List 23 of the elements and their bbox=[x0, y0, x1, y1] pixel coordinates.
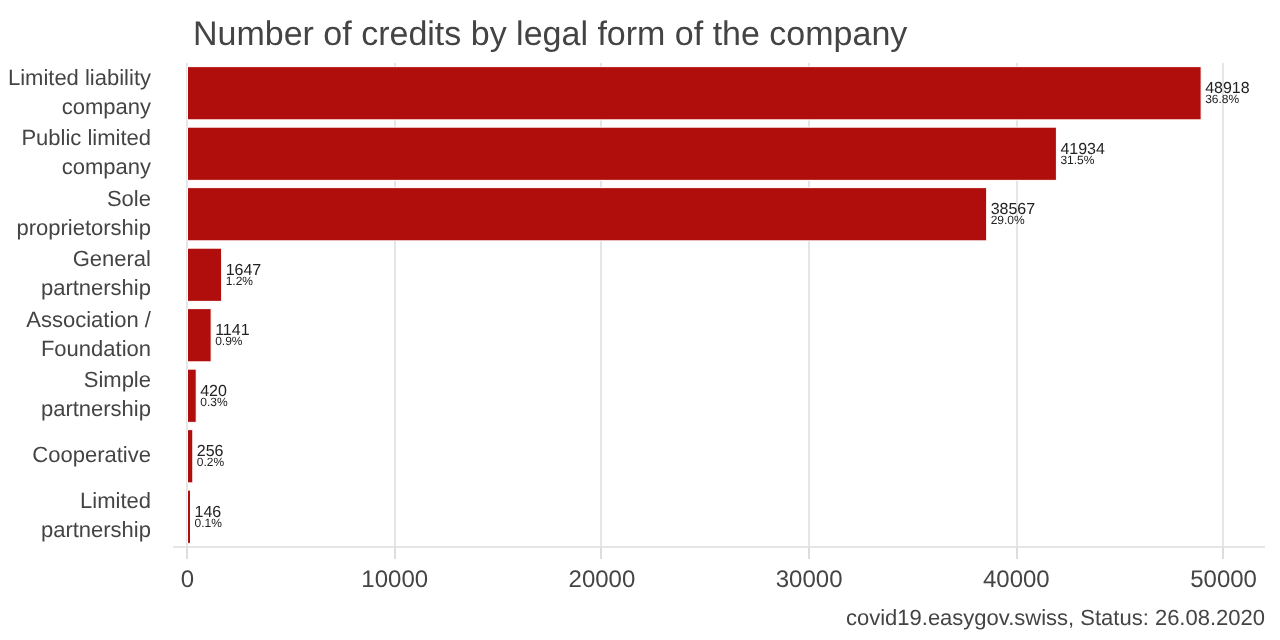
bar bbox=[187, 308, 212, 363]
bar bbox=[187, 187, 988, 242]
y-tick-label: Public limited company bbox=[21, 127, 152, 181]
y-tick-label: Sole proprietorship bbox=[16, 187, 152, 241]
bar bbox=[187, 247, 223, 302]
y-tick-label: Cooperative bbox=[32, 444, 152, 469]
x-tick-label: 10000 bbox=[361, 565, 429, 593]
x-tick-label: 30000 bbox=[775, 565, 844, 593]
y-tick-label: General partnership bbox=[40, 248, 152, 302]
text: covid19.easygov.swiss, Status: 26.08.2020 bbox=[845, 607, 1266, 631]
y-tick-label: Limited partnership bbox=[40, 490, 152, 544]
y-tick-label: Simple partnership bbox=[40, 369, 152, 423]
x-tick-label: 20000 bbox=[568, 565, 636, 593]
bar bbox=[187, 66, 1202, 121]
bar bbox=[187, 368, 197, 423]
y-tick-label: Association / Foundation bbox=[26, 308, 153, 362]
bar bbox=[187, 429, 194, 484]
y-tick-label: Limited liability company bbox=[7, 66, 152, 120]
x-tick-label: 0 bbox=[180, 565, 195, 593]
x-tick-label: 50000 bbox=[1190, 565, 1258, 593]
chart-title: Number of credits by legal form of the company bbox=[193, 15, 909, 53]
x-tick-label: 40000 bbox=[982, 565, 1051, 593]
bar bbox=[187, 126, 1057, 181]
